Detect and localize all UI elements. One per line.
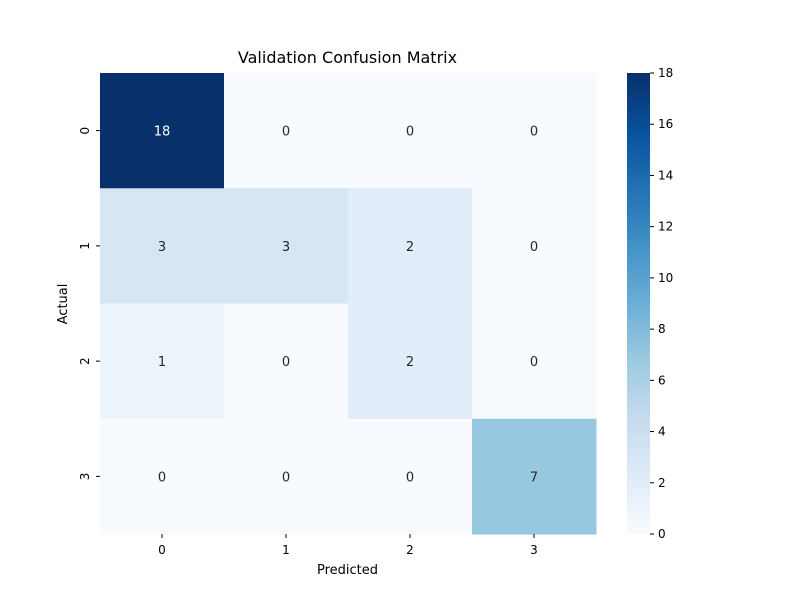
colorbar-tick-label-4: 4 <box>658 425 666 439</box>
heatmap-cell-r0-c3 <box>472 73 597 189</box>
heatmap-cell-r2-c3 <box>472 303 597 420</box>
cell-value-r2-c1: 0 <box>282 355 290 370</box>
heatmap-cell-r1-c2 <box>348 188 473 304</box>
chart-title: Validation Confusion Matrix <box>238 48 457 67</box>
heatmap-cell-r1-c0 <box>100 188 225 304</box>
cell-value-r1-c0: 3 <box>158 240 166 255</box>
heatmap-cell-r1-c3 <box>472 188 597 304</box>
cell-labels: 18 0 0 0 3 3 2 0 1 0 2 0 0 0 0 7 <box>154 125 538 486</box>
x-tick-label-2: 2 <box>406 543 414 557</box>
colorbar-tick-label-2: 2 <box>658 476 666 490</box>
cell-value-r1-c1: 3 <box>282 240 290 255</box>
x-tick-label-3: 3 <box>530 543 538 557</box>
cell-value-r0-c0: 18 <box>154 125 171 140</box>
colorbar-tick-label-16: 16 <box>658 117 673 131</box>
heatmap-cell-r2-c2 <box>348 303 473 420</box>
colorbar-tick-label-10: 10 <box>658 271 673 285</box>
colorbar-ticks: 0 2 4 6 8 10 12 14 16 18 <box>650 66 673 541</box>
colorbar-tick-label-8: 8 <box>658 322 666 336</box>
x-axis-label: Predicted <box>317 563 378 578</box>
cell-value-r2-c3: 0 <box>530 355 538 370</box>
heatmap-cell-r3-c2 <box>348 418 473 535</box>
cell-value-r1-c3: 0 <box>530 240 538 255</box>
cell-value-r3-c1: 0 <box>282 470 290 485</box>
cell-value-r3-c2: 0 <box>406 470 414 485</box>
y-axis-label: Actual <box>56 284 71 325</box>
colorbar-tick-label-6: 6 <box>658 373 666 387</box>
cell-value-r0-c2: 0 <box>406 125 414 140</box>
heatmap-cell-r2-c0 <box>100 303 225 420</box>
x-tick-label-1: 1 <box>282 543 290 557</box>
colorbar-tick-label-14: 14 <box>658 168 673 182</box>
cell-value-r1-c2: 2 <box>406 240 414 255</box>
colorbar-gradient <box>627 73 650 534</box>
heatmap-cells <box>100 73 597 535</box>
heatmap-cell-r3-c1 <box>224 418 349 535</box>
x-axis-ticks: 0 1 2 3 <box>158 534 538 557</box>
cell-value-r3-c0: 0 <box>158 470 166 485</box>
heatmap-cell-r3-c3 <box>472 418 597 535</box>
y-tick-label-3: 3 <box>78 473 92 481</box>
y-tick-label-1: 1 <box>78 242 92 250</box>
colorbar-tick-label-18: 18 <box>658 66 673 80</box>
heatmap-cell-r0-c1 <box>224 73 349 189</box>
y-axis-ticks: 0 1 2 3 <box>78 127 100 480</box>
cell-value-r2-c2: 2 <box>406 355 414 370</box>
heatmap-cell-r2-c1 <box>224 303 349 420</box>
heatmap-cell-r1-c1 <box>224 188 349 304</box>
colorbar-tick-label-0: 0 <box>658 527 666 541</box>
heatmap-cell-r3-c0 <box>100 418 225 535</box>
cell-value-r3-c3: 7 <box>530 470 538 485</box>
heatmap-cell-r0-c0 <box>100 73 225 189</box>
cell-value-r0-c1: 0 <box>282 125 290 140</box>
y-tick-label-0: 0 <box>78 127 92 135</box>
cell-value-r2-c0: 1 <box>158 355 166 370</box>
x-tick-label-0: 0 <box>158 543 166 557</box>
cell-value-r0-c3: 0 <box>530 125 538 140</box>
y-tick-label-2: 2 <box>78 357 92 365</box>
colorbar: 0 2 4 6 8 10 12 14 16 18 <box>627 66 673 541</box>
heatmap-cell-r0-c2 <box>348 73 473 189</box>
colorbar-tick-label-12: 12 <box>658 220 673 234</box>
